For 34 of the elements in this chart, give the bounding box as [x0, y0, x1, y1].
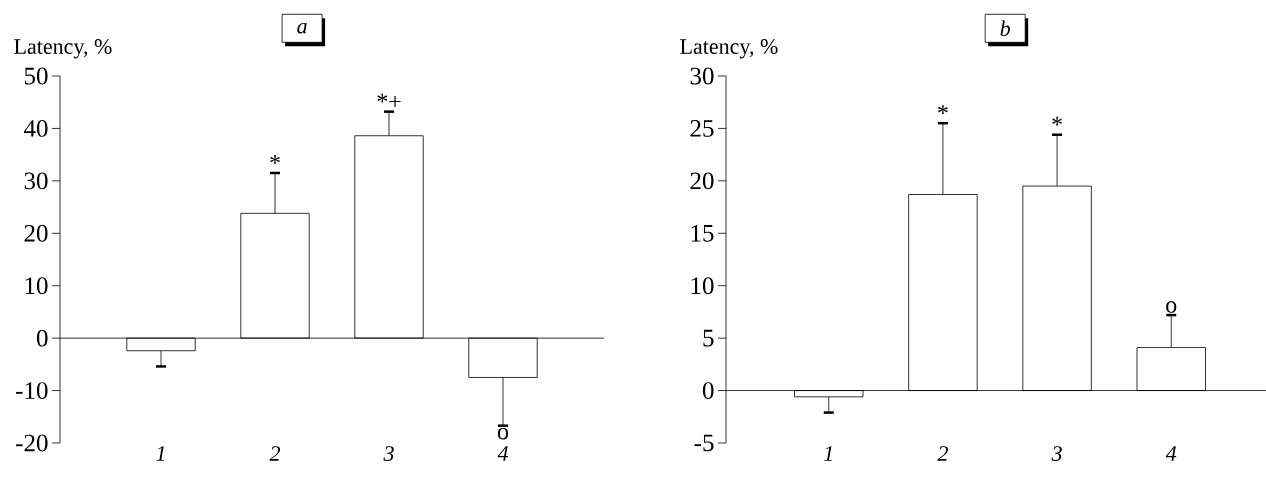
- y-tick-label: 20: [690, 172, 714, 190]
- y-tick-label: 50: [24, 67, 48, 85]
- annotation: *+: [377, 93, 401, 108]
- y-axis-title: Latency, %: [680, 39, 778, 59]
- y-tick-label: 5: [703, 329, 714, 347]
- y-tick-label: 25: [690, 120, 714, 137]
- chart-title: a: [297, 23, 307, 34]
- x-tick-label: 1: [824, 446, 832, 461]
- y-tick-label: 20: [24, 224, 48, 242]
- x-tick-label: 3: [383, 446, 394, 461]
- y-tick-label: 15: [691, 224, 714, 242]
- y-tick-label: -10: [16, 382, 48, 399]
- x-tick-label: 2: [269, 446, 281, 461]
- y-tick-label: 0: [702, 382, 714, 399]
- y-tick-label: 0: [36, 329, 48, 347]
- x-tick-label: 3: [1051, 446, 1062, 461]
- annotation: *: [1052, 116, 1062, 126]
- annotation: o: [497, 427, 509, 440]
- x-tick-label: 4: [1165, 446, 1177, 461]
- x-tick-label: 1: [156, 446, 165, 461]
- y-axis-title: Latency, %: [14, 39, 112, 59]
- annotation: *: [938, 105, 948, 115]
- chart-title: b: [1000, 20, 1011, 37]
- y-tick-label: 30: [690, 67, 714, 85]
- x-tick-label: 2: [937, 446, 948, 461]
- annotation: o: [1166, 301, 1177, 313]
- y-tick-label: -5: [694, 434, 714, 452]
- y-tick-label: 10: [25, 277, 48, 295]
- y-tick-label: 10: [691, 277, 714, 295]
- y-tick-label: 40: [23, 119, 48, 137]
- x-tick-label: 4: [497, 446, 509, 461]
- y-tick-label: 30: [24, 172, 48, 190]
- y-tick-label: -20: [16, 434, 48, 452]
- annotation: *: [270, 155, 280, 164]
